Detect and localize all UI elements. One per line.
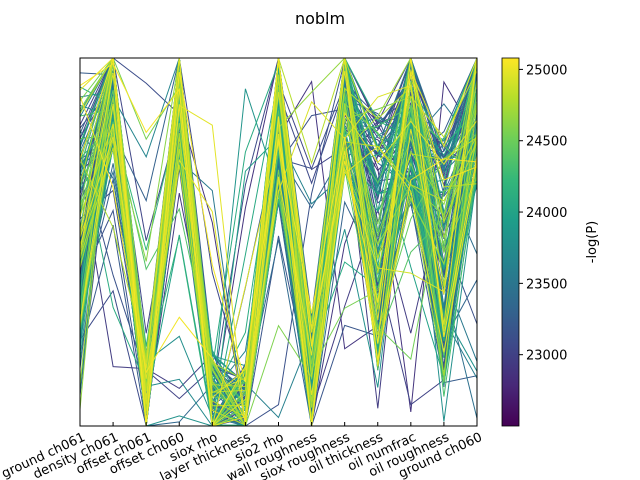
series-line [80, 58, 477, 407]
series-line [80, 58, 477, 426]
series-line [80, 58, 477, 426]
series-line [80, 103, 477, 426]
colorbar [501, 57, 520, 427]
series-line [80, 58, 477, 400]
chart-title: noblm [295, 9, 345, 28]
colorbar-ticks: 23000 23500 24000 24500 25000 [519, 63, 567, 364]
series-line [80, 58, 477, 403]
series-line [80, 58, 477, 426]
colorbar-tick-label: 24000 [526, 206, 567, 221]
series-line [80, 89, 477, 426]
series-line [80, 62, 477, 426]
series-line [80, 58, 477, 426]
colorbar-tick-label: 25000 [526, 63, 567, 78]
series-line [80, 72, 477, 426]
colorbar-tick-label: 23500 [526, 277, 567, 292]
series-line [80, 58, 477, 426]
series-line [80, 58, 477, 426]
colorbar-label: -log(P) [585, 221, 600, 264]
series-line [80, 58, 477, 426]
colorbar-tick-label: 24500 [526, 135, 567, 150]
series-line [80, 58, 477, 426]
series-line [80, 58, 477, 423]
series-line [80, 105, 477, 426]
data-lines [80, 58, 477, 426]
colorbar-tick-label: 23000 [526, 349, 567, 364]
series-line [80, 58, 477, 426]
